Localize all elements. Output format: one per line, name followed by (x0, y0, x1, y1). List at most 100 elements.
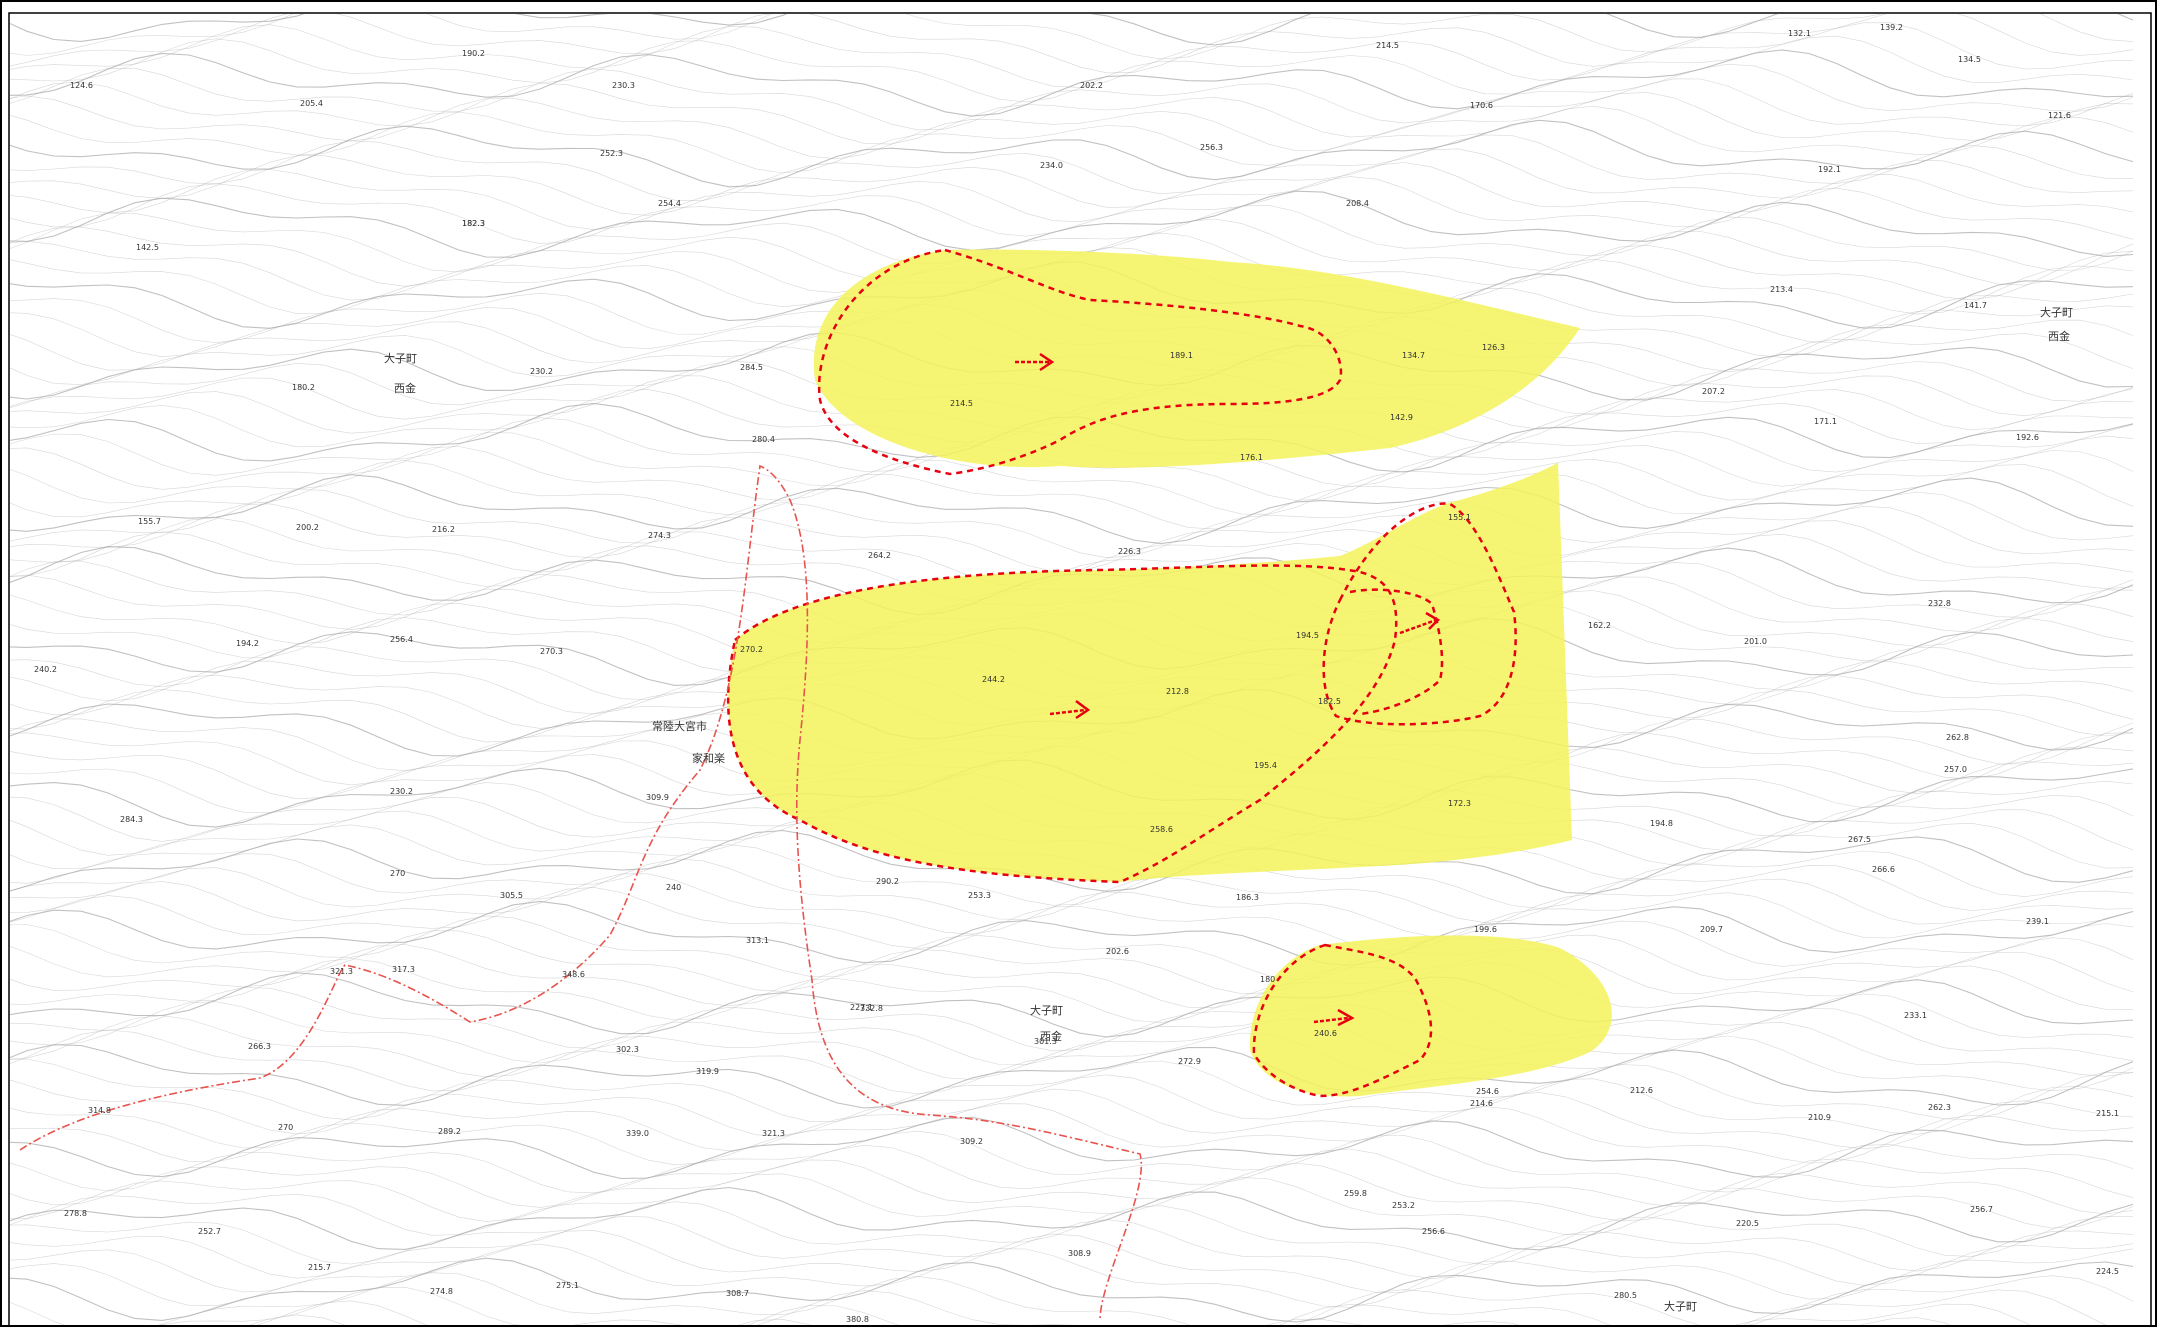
elevation-label: 202.6 (1106, 947, 1129, 956)
elevation-label: 142.9 (1390, 413, 1413, 422)
contour-line (10, 1201, 2134, 1265)
contour-line (10, 489, 2134, 559)
contour-line (10, 92, 2134, 160)
elevation-label: 272.9 (1178, 1057, 1201, 1066)
elevation-label: 132.1 (1788, 29, 1811, 38)
contour-line (10, 78, 2134, 145)
contour-line (155, 1286, 2109, 1326)
contour-line (10, 1015, 2134, 1080)
contour-line (10, 105, 2134, 174)
contour-line (10, 446, 2134, 515)
contour-line (10, 1186, 2134, 1251)
elevation-label: 267.5 (1848, 835, 1871, 844)
elevation-label: 192.1 (1818, 165, 1841, 174)
place-label: 西金 (1040, 1029, 1062, 1043)
contour-line (10, 148, 2134, 216)
contour-line (10, 930, 2134, 995)
landslide-outline-1[interactable] (817, 248, 1343, 476)
elevation-label: 278.8 (64, 1209, 87, 1218)
elevation-label: 215.7 (308, 1263, 331, 1272)
elevation-label: 266.6 (1872, 865, 1895, 874)
elevation-label: 270.3 (540, 647, 563, 656)
contour-line (10, 1088, 2134, 1152)
place-label: 西金 (394, 381, 416, 395)
place-label: 大子町 (1030, 1003, 1063, 1017)
contour-line (10, 1001, 2134, 1066)
contour-line (10, 35, 2134, 103)
elevation-label: 199.6 (1474, 925, 1497, 934)
elevation-label: 214.5 (950, 399, 973, 408)
contour-line (10, 829, 2134, 895)
elevation-label: 182.3 (462, 219, 485, 228)
elevation-label: 233.1 (1904, 1011, 1927, 1020)
elevation-label: 195.4 (1254, 761, 1277, 770)
elevation-label: 266.3 (248, 1042, 271, 1051)
landslide-outline-5[interactable] (1252, 943, 1433, 1098)
elevation-label: 290.2 (876, 877, 899, 886)
place-label: 大子町 (2040, 305, 2073, 319)
hazard-zone-south[interactable] (1249, 935, 1612, 1097)
contour-line (10, 900, 2134, 967)
elevation-label: 212.6 (1630, 1086, 1653, 1095)
elevation-label: 254.4 (658, 199, 681, 208)
elevation-label: 214.6 (1470, 1099, 1493, 1108)
contour-line (10, 474, 2134, 545)
elevation-label: 258.6 (1150, 825, 1173, 834)
contour-line (10, 944, 2134, 1009)
elevation-label: 259.8 (1344, 1189, 1367, 1198)
elevation-label: 317.3 (392, 965, 415, 974)
elevation-label: 208.4 (1346, 199, 1369, 208)
contour-line (10, 987, 2134, 1052)
elevation-label: 230.2 (530, 367, 553, 376)
contour-line (10, 460, 2134, 530)
elevation-label: 170.6 (1470, 101, 1493, 110)
elevation-label: 190.2 (462, 49, 485, 58)
elevation-label: 180.2 (292, 383, 315, 392)
elevation-label: 176.1 (1240, 453, 1263, 462)
movement-arrows (1015, 352, 1441, 1027)
contour-line (10, 134, 2134, 202)
elevation-label: 301.3 (1034, 1037, 1057, 1046)
elevation-label: 227.1 (850, 1003, 873, 1012)
elevation-label: 209.7 (1700, 925, 1723, 934)
elevation-label: 201.0 (1744, 637, 1767, 646)
elevation-label: 224.5 (2096, 1267, 2119, 1276)
elevation-label: 262.3 (1928, 1103, 1951, 1112)
elevation-label: 226.3 (1118, 547, 1141, 556)
elevation-label: 244.2 (982, 675, 1005, 684)
contour-line (10, 190, 2134, 258)
elevation-label: 309.2 (960, 1137, 983, 1146)
place-label: 家和楽 (692, 751, 725, 765)
elevation-label: 212.8 (1166, 687, 1189, 696)
elevation-label: 230.3 (612, 81, 635, 90)
elevation-label: 194.8 (1650, 819, 1673, 828)
elevation-label: 194.2 (236, 639, 259, 648)
elevation-label: 314.8 (88, 1106, 111, 1115)
elevation-label: 313.1 (746, 936, 769, 945)
landslide-outline-2[interactable] (726, 564, 1398, 884)
elevation-label: 240.2 (34, 665, 57, 674)
landslide-outlines (726, 248, 1517, 1098)
contour-line (10, 1272, 2134, 1326)
landslide-outline-4[interactable] (1349, 588, 1444, 716)
prefecture-boundary (19, 464, 1143, 1321)
elevation-label: 232.8 (1928, 599, 1951, 608)
elevation-label: 252.7 (198, 1227, 221, 1236)
elevation-label: 321.3 (762, 1129, 785, 1138)
contour-line (10, 14, 2134, 60)
elevation-label: 308.9 (1068, 1249, 1091, 1258)
elevation-label: 142.5 (136, 243, 159, 252)
landslide-outline-3[interactable] (1322, 502, 1517, 726)
hazard-zone-north[interactable] (813, 249, 1580, 468)
place-label: 常陸大宮市 (652, 719, 707, 733)
hazard-zone-central[interactable] (728, 462, 1572, 882)
elevation-label: 215.1 (2096, 1109, 2119, 1118)
contour-line (10, 204, 2134, 273)
elevation-label: 180 (1260, 975, 1275, 984)
elevation-label: 256.4 (390, 635, 413, 644)
elevation-label: 256.6 (1422, 1227, 1445, 1236)
elevation-label: 141.7 (1964, 301, 1987, 310)
elevation-label: 257.0 (1944, 765, 1967, 774)
